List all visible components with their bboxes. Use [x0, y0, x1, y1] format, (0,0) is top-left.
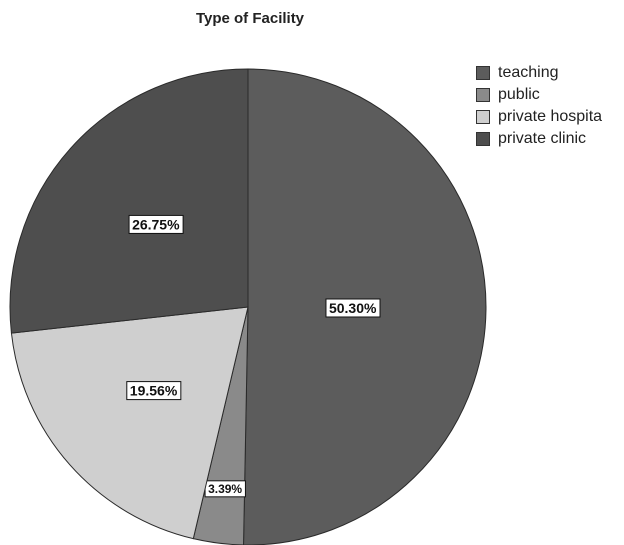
legend-item-private-clinic: private clinic [476, 128, 602, 150]
pie-slice-private-clinic [9, 68, 249, 334]
legend-swatch-private-hospital [476, 110, 490, 124]
legend: teaching public private hospita private … [476, 62, 602, 150]
slice-label-teaching: 50.30% [325, 298, 381, 318]
legend-swatch-public [476, 88, 490, 102]
legend-label-teaching: teaching [498, 64, 559, 81]
slice-label-public: 3.39% [204, 480, 246, 498]
legend-label-private-clinic: private clinic [498, 130, 587, 147]
legend-label-public: public [498, 86, 540, 103]
pie-slice-private-hospital [10, 306, 249, 540]
legend-item-private-hospital: private hospita [476, 106, 602, 128]
legend-item-public: public [476, 84, 602, 106]
svg-text:3.39%: 3.39% [208, 482, 242, 496]
legend-item-teaching: teaching [476, 62, 602, 84]
svg-text:50.30%: 50.30% [329, 300, 377, 316]
slice-label-private-hospital: 19.56% [126, 381, 182, 401]
svg-text:26.75%: 26.75% [132, 216, 180, 232]
legend-swatch-private-clinic [476, 132, 490, 146]
slice-label-private-clinic: 26.75% [128, 214, 184, 234]
legend-swatch-teaching [476, 66, 490, 80]
chart-title: Type of Facility [195, 10, 305, 27]
svg-text:19.56%: 19.56% [130, 383, 178, 399]
legend-label-private-hospital: private hospita [498, 108, 603, 125]
